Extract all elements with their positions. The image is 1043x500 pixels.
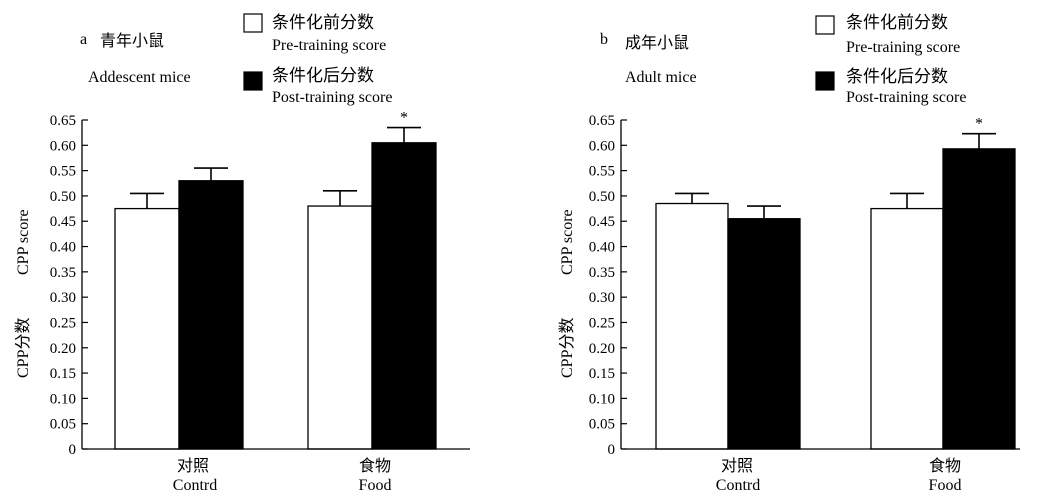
- panel-a-legend-swatch-pre: [243, 13, 263, 33]
- panel-a-xtick-1-cn: 食物: [359, 457, 391, 475]
- panel-b-y-ticks: 0 0.05 0.10 0.15 0.20 0.25 0.30 0.35 0.40 0.45 0.5…: [589, 113, 627, 458]
- panel-a-ytick-label-2: 0.10: [50, 391, 76, 407]
- panel-a-bar-pre-1: [307, 205, 373, 450]
- panel-a-ytick-label-0: 0: [69, 442, 77, 458]
- panel-b: b 成年小鼠 Adult mice 条件化前分数 Pre-training sc…: [558, 13, 1020, 494]
- panel-b-ytick-label-3: 0.15: [589, 366, 615, 382]
- panel-b-legend-pre-cn: 条件化前分数: [846, 13, 948, 32]
- panel-b-legend-pre-en: Pre-training score: [846, 39, 960, 56]
- panel-a-xtick-0-en: Contrd: [173, 477, 217, 494]
- panel-b-ylabel-en: CPP score: [559, 209, 576, 275]
- panel-a-ylabel-cn: CPP分数: [14, 318, 32, 378]
- panel-a-xtick-1-en: Food: [359, 477, 392, 494]
- panel-b-xtick-1-cn: 食物: [929, 457, 961, 475]
- panel-b-bar-pre-0: [655, 202, 729, 450]
- panel-a-ylabel-en: CPP score: [15, 209, 32, 275]
- panel-b-legend-post-en: Post-training score: [846, 89, 966, 106]
- panel-a-xtick-0-cn: 对照: [177, 457, 209, 475]
- panel-a-bars: *: [114, 110, 437, 450]
- panel-a: a 青年小鼠 Addescent mice 条件化前分数 Pre-trainin…: [14, 13, 470, 494]
- panel-b-legend-post-cn: 条件化后分数: [846, 67, 948, 86]
- panel-a-bar-post-1: [371, 142, 437, 450]
- panel-a-ytick-label-7: 0.35: [50, 265, 76, 281]
- panel-a-title-en: Addescent mice: [88, 69, 191, 86]
- panel-a-significance-0: *: [400, 110, 408, 127]
- panel-a-ytick-label-10: 0.50: [50, 189, 76, 205]
- panel-a-legend-pre-en: Pre-training score: [272, 37, 386, 54]
- panel-a-bar-pre-0: [114, 207, 180, 450]
- panel-a-ytick-label-12: 0.60: [50, 138, 76, 154]
- panel-a-ytick-label-3: 0.15: [50, 366, 76, 382]
- panel-b-ytick-label-4: 0.20: [589, 341, 615, 357]
- panel-b-bars: *: [655, 116, 1016, 450]
- panel-b-bar-post-1: [942, 148, 1016, 450]
- panel-b-title-cn: 成年小鼠: [625, 34, 689, 52]
- panel-b-legend-swatch-pre: [815, 15, 835, 35]
- panel-b-xtick-1-en: Food: [929, 477, 962, 494]
- panel-b-ytick-label-10: 0.50: [589, 189, 615, 205]
- panel-b-ytick-label-2: 0.10: [589, 391, 615, 407]
- panel-a-legend-pre-cn: 条件化前分数: [272, 13, 374, 32]
- panel-b-xtick-0-cn: 对照: [721, 457, 753, 475]
- panel-a-ytick-label-8: 0.40: [50, 240, 76, 256]
- panel-a-ytick-label-5: 0.25: [50, 315, 76, 331]
- panel-b-ytick-label-11: 0.55: [589, 164, 615, 180]
- panel-a-ytick-label-11: 0.55: [50, 164, 76, 180]
- panel-b-ytick-label-0: 0: [608, 442, 616, 458]
- panel-b-bar-post-0: [727, 218, 801, 450]
- panel-b-ytick-label-12: 0.60: [589, 138, 615, 154]
- panel-b-ytick-label-7: 0.35: [589, 265, 615, 281]
- panel-a-legend-post-cn: 条件化后分数: [272, 66, 374, 85]
- panel-b-ytick-label-8: 0.40: [589, 240, 615, 256]
- panel-a-ytick-label-6: 0.30: [50, 290, 76, 306]
- panel-b-legend-swatch-post: [815, 71, 835, 91]
- panel-b-xtick-0-en: Contrd: [716, 477, 760, 494]
- panel-a-letter: a: [80, 31, 87, 48]
- panel-b-ytick-label-13: 0.65: [589, 113, 615, 129]
- panel-b-letter: b: [600, 31, 608, 48]
- panel-a-ytick-label-13: 0.65: [50, 113, 76, 129]
- panel-b-bar-pre-1: [870, 207, 944, 450]
- panel-a-title-cn: 青年小鼠: [100, 32, 164, 50]
- panel-a-ytick-label-1: 0.05: [50, 417, 76, 433]
- panel-b-title-en: Adult mice: [625, 69, 697, 86]
- panel-a-ytick-label-4: 0.20: [50, 341, 76, 357]
- panel-b-ytick-label-6: 0.30: [589, 290, 615, 306]
- panel-a-y-ticks: 0 0.05 0.10 0.15 0.20 0.25 0.30 0.35 0.40 0.45 0.5…: [50, 113, 88, 458]
- panel-b-ytick-label-1: 0.05: [589, 417, 615, 433]
- panel-b-ytick-label-5: 0.25: [589, 315, 615, 331]
- panel-b-ylabel-cn: CPP分数: [558, 318, 576, 378]
- panel-a-legend-post-en: Post-training score: [272, 89, 392, 106]
- panel-a-bar-post-0: [178, 180, 244, 450]
- panel-a-legend-swatch-post: [243, 71, 263, 91]
- panel-a-ytick-label-9: 0.45: [50, 214, 76, 230]
- panel-b-ytick-label-9: 0.45: [589, 214, 615, 230]
- panel-b-significance-0: *: [975, 116, 983, 133]
